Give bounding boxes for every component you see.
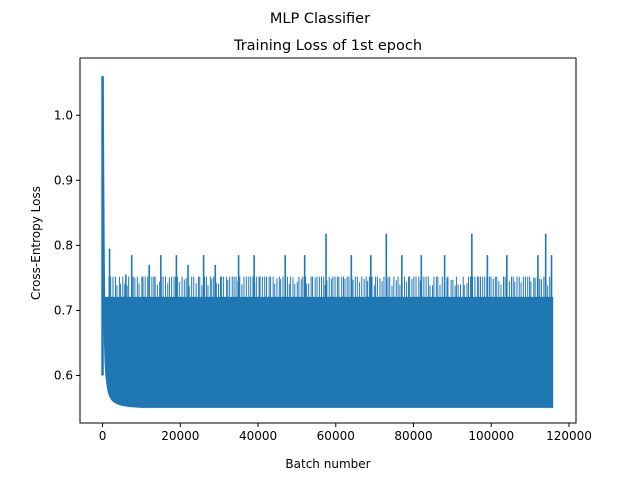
x-tick-label: 80000 bbox=[394, 429, 432, 443]
chart-title: Training Loss of 1st epoch bbox=[233, 38, 422, 54]
x-tick-label: 40000 bbox=[239, 429, 277, 443]
axes-frame bbox=[79, 57, 577, 424]
y-tick-label: 0.6 bbox=[54, 369, 73, 383]
x-axis-label: Batch number bbox=[285, 457, 370, 471]
plot-area bbox=[101, 76, 554, 408]
x-axis-ticks: 0 20000 40000 60000 80000 100000 120000 bbox=[99, 423, 592, 443]
y-tick-label: 1.0 bbox=[54, 108, 73, 122]
loss-band bbox=[102, 296, 554, 408]
x-tick-label: 20000 bbox=[161, 429, 199, 443]
y-axis-ticks: 0.6 0.7 0.8 0.9 1.0 bbox=[54, 108, 80, 383]
y-tick-label: 0.7 bbox=[54, 303, 73, 317]
y-tick-label: 0.8 bbox=[54, 238, 73, 252]
figure-suptitle: MLP Classifier bbox=[270, 11, 370, 27]
y-tick-label: 0.9 bbox=[54, 173, 73, 187]
x-tick-label: 60000 bbox=[317, 429, 355, 443]
y-axis-label: Cross-Entropy Loss bbox=[29, 186, 43, 300]
x-tick-label: 100000 bbox=[468, 429, 514, 443]
x-tick-label: 0 bbox=[99, 429, 107, 443]
x-tick-label: 120000 bbox=[546, 429, 592, 443]
